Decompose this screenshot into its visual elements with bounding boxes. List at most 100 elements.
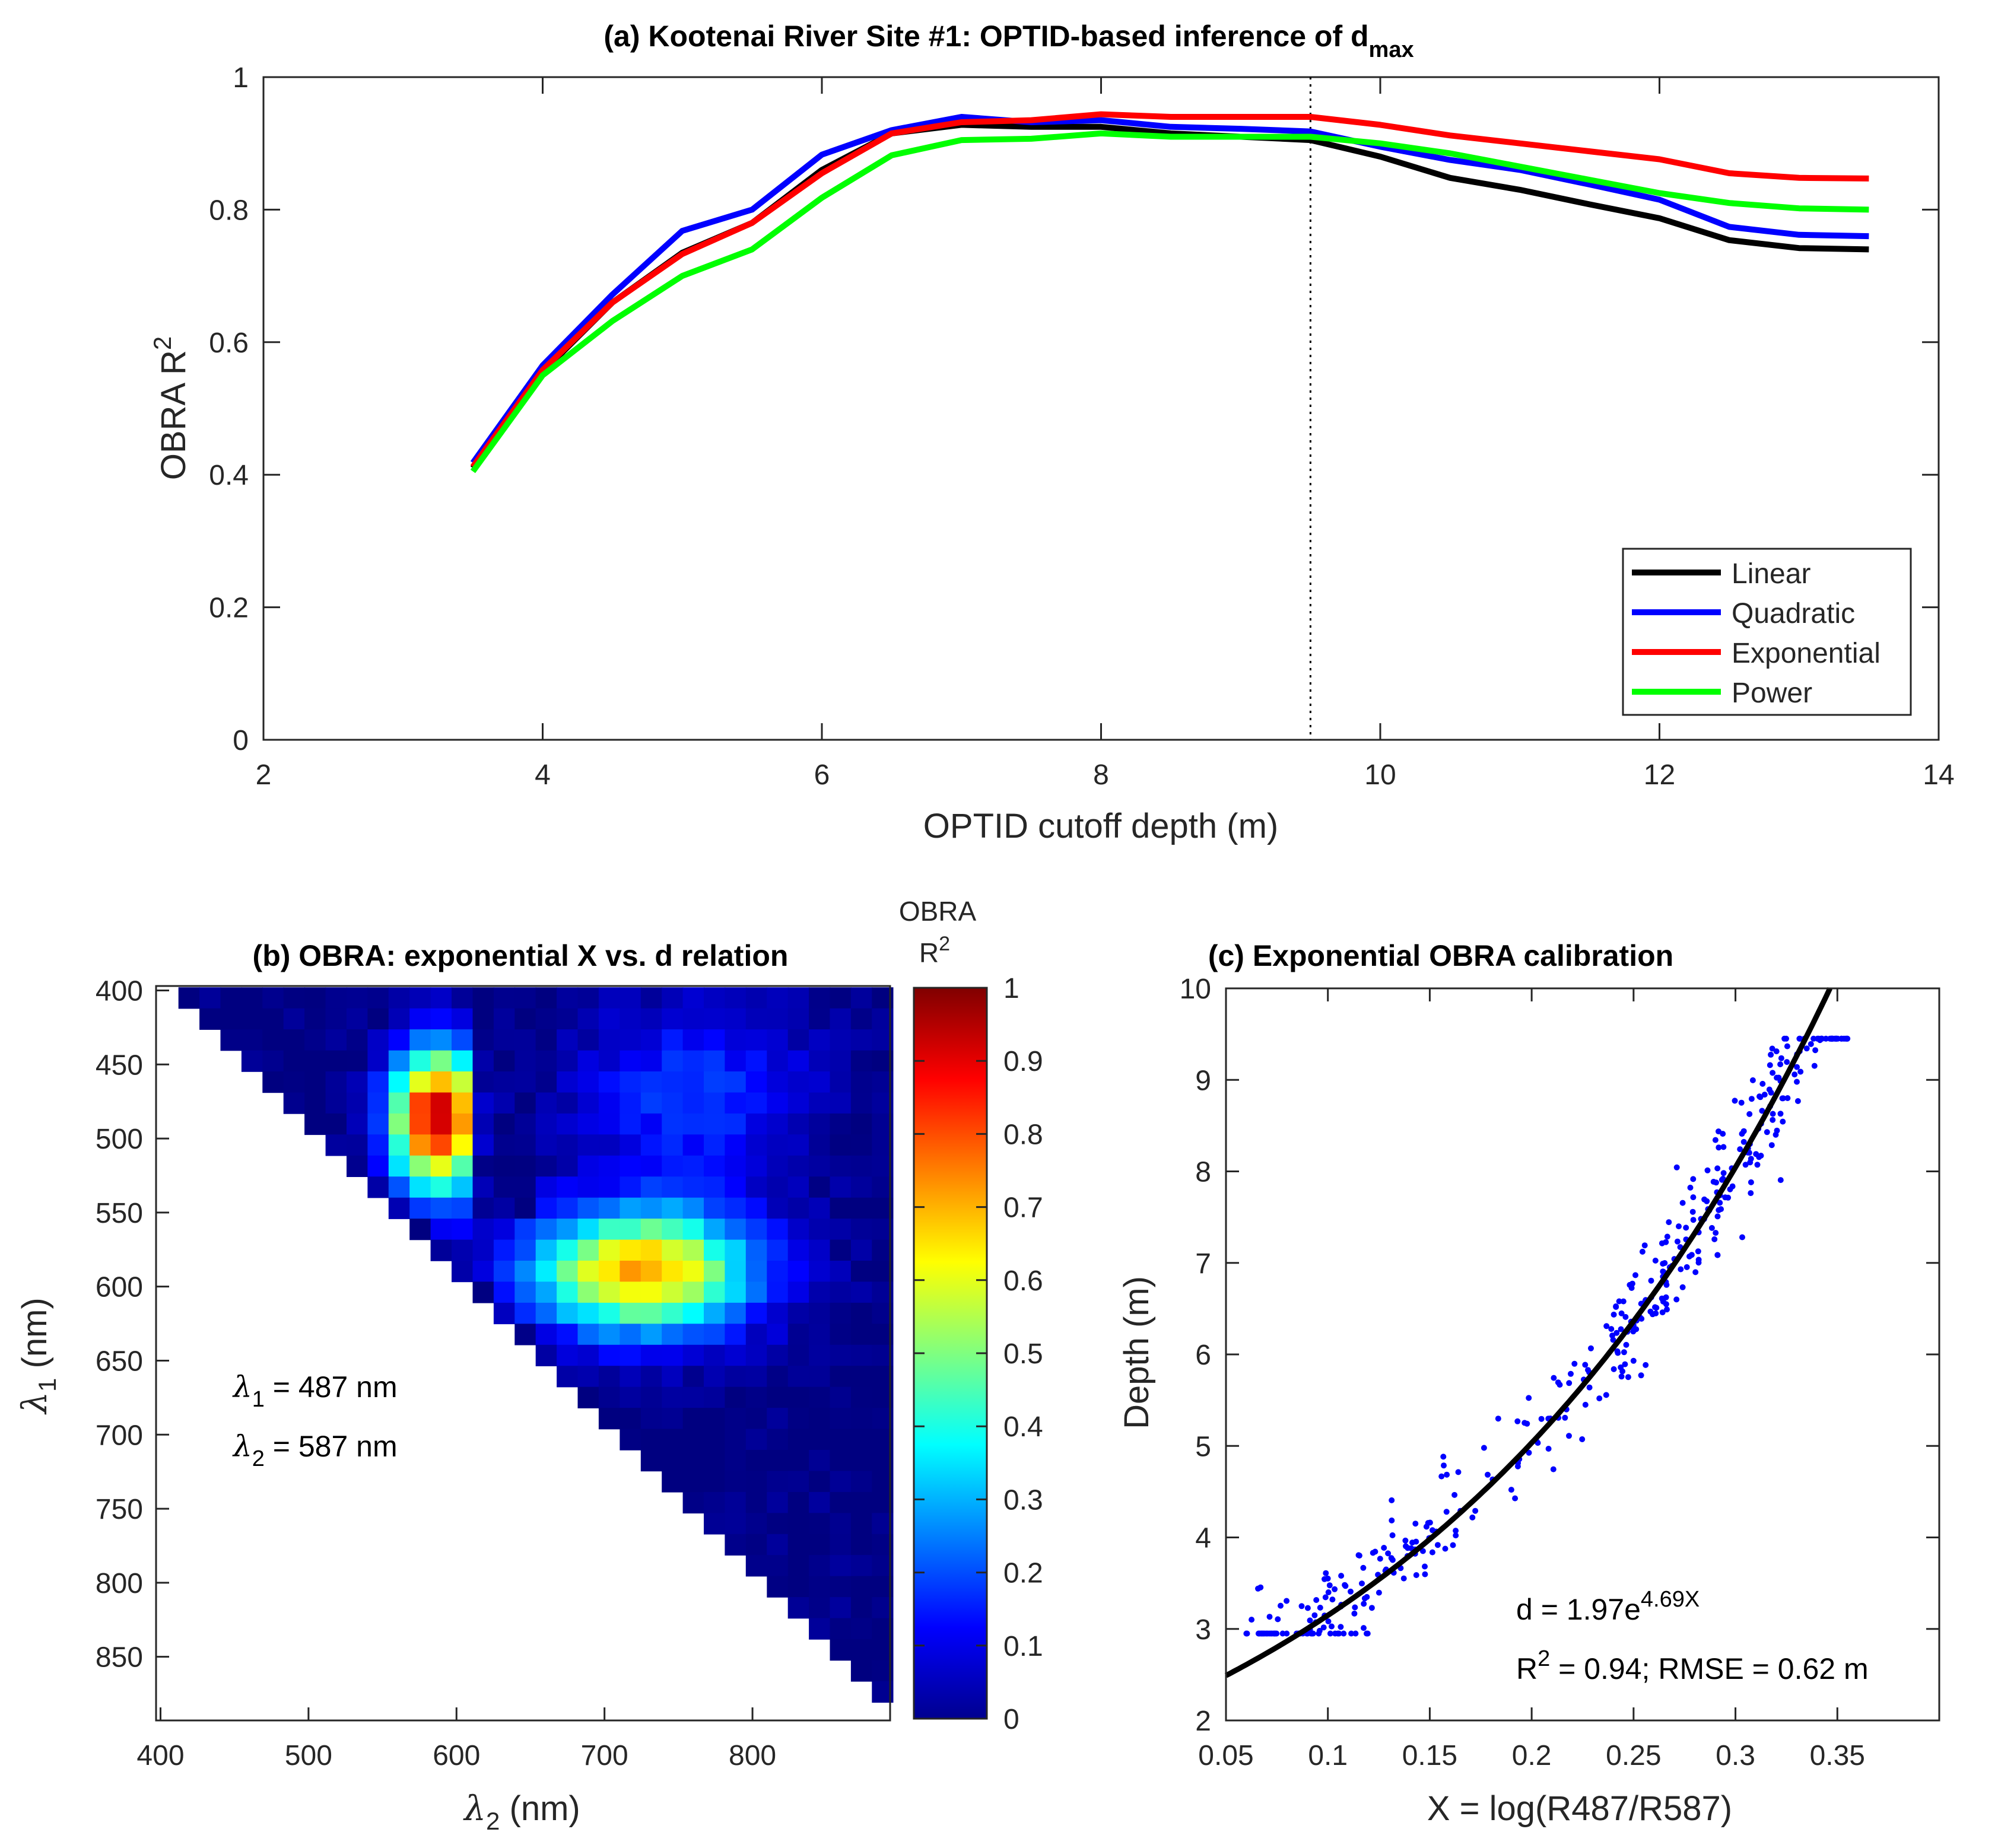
heatmap-cell — [640, 1155, 662, 1177]
heatmap-cell — [493, 1155, 516, 1177]
heatmap-cell — [262, 987, 284, 1009]
heatmap-cell — [577, 1261, 599, 1283]
scatter-point — [1566, 1380, 1573, 1386]
heatmap-cell — [809, 1239, 831, 1261]
heatmap-cell — [620, 1050, 641, 1072]
heatmap-cell — [514, 1092, 536, 1114]
heatmap-cell — [767, 1113, 789, 1135]
heatmap-cell — [472, 1050, 494, 1072]
panel-c-ylabel: Depth (m) — [1117, 1276, 1156, 1429]
heatmap-cell — [704, 1219, 726, 1241]
scatter-point — [1377, 1556, 1383, 1562]
scatter-point — [1381, 1545, 1387, 1551]
heatmap-cell — [850, 1450, 873, 1472]
heatmap-cell — [283, 1008, 305, 1030]
scatter-point — [1440, 1453, 1447, 1460]
scatter-point — [1355, 1552, 1362, 1558]
heatmap-cell — [809, 1071, 831, 1093]
heatmap-cell — [767, 1344, 789, 1366]
heatmap-cell — [347, 1008, 369, 1030]
scatter-point — [1512, 1495, 1519, 1502]
heatmap-cell — [767, 1534, 789, 1556]
scatter-point — [1632, 1272, 1638, 1278]
scatter-point — [1683, 1224, 1689, 1231]
heatmap-cell — [325, 1008, 347, 1030]
heatmap-cell — [704, 1113, 726, 1135]
heatmap-cell — [493, 1050, 516, 1072]
scatter-point — [1385, 1550, 1392, 1557]
heatmap-cell — [640, 1219, 662, 1241]
heatmap-cell — [535, 1239, 557, 1261]
heatmap-cell — [850, 1597, 873, 1619]
heatmap-cell — [830, 1071, 852, 1093]
heatmap-cell — [725, 1029, 747, 1051]
heatmap-cell — [620, 1219, 641, 1241]
scatter-point — [1562, 1414, 1568, 1421]
heatmap-cell — [283, 1071, 305, 1093]
heatmap-cell — [809, 1576, 831, 1598]
scatter-point — [1759, 1108, 1765, 1114]
panel-c-xtick-label: 0.15 — [1402, 1740, 1457, 1771]
heatmap-cell — [809, 1176, 831, 1198]
heatmap-cell — [493, 1302, 516, 1325]
scatter-point — [1351, 1610, 1358, 1617]
scatter-point — [1325, 1618, 1332, 1624]
scatter-point — [1443, 1509, 1450, 1515]
heatmap-cell — [682, 1450, 704, 1472]
heatmap-cell — [704, 1050, 726, 1072]
heatmap-cell — [493, 1219, 516, 1241]
heatmap-cell — [767, 1176, 789, 1198]
heatmap-cell — [787, 1429, 809, 1451]
heatmap-cell — [347, 1092, 369, 1114]
scatter-point — [1711, 1236, 1718, 1242]
heatmap-cell — [682, 1219, 704, 1241]
scatter-point — [1754, 1162, 1761, 1168]
heatmap-cell — [347, 1029, 369, 1051]
heatmap-cell — [809, 1261, 831, 1283]
heatmap-cell — [430, 1092, 452, 1114]
scatter-point — [1777, 1177, 1784, 1184]
heatmap-cell — [850, 1008, 873, 1030]
heatmap-cell — [830, 1113, 852, 1135]
scatter-point — [1613, 1304, 1619, 1310]
heatmap-cell — [809, 1197, 831, 1219]
heatmap-cell — [577, 1176, 599, 1198]
scatter-point — [1472, 1507, 1479, 1514]
heatmap-cell — [557, 1029, 579, 1051]
heatmap-cell — [388, 1176, 410, 1198]
heatmap-cell — [220, 987, 242, 1009]
heatmap-cell — [472, 1113, 494, 1135]
heatmap-cell — [725, 1534, 747, 1556]
heatmap-cell — [682, 1134, 704, 1156]
heatmap-cell — [704, 1429, 726, 1451]
heatmap-cell — [787, 1302, 809, 1325]
heatmap-cell — [850, 1491, 873, 1514]
heatmap-cell — [662, 1219, 684, 1241]
colorbar-tick-label: 0.1 — [1003, 1631, 1043, 1662]
scatter-point — [1298, 1603, 1305, 1610]
panel-c-ytick-label: 6 — [1195, 1340, 1211, 1371]
heatmap-cell — [493, 1092, 516, 1114]
heatmap-cell — [725, 1386, 747, 1408]
heatmap-cell — [409, 1134, 431, 1156]
heatmap-cell — [682, 1324, 704, 1346]
heatmap-cell — [557, 1050, 579, 1072]
heatmap-cell — [304, 987, 326, 1009]
panel-a-ytick-label: 0 — [233, 725, 249, 756]
heatmap-cell — [682, 1471, 704, 1493]
scatter-point — [1359, 1580, 1365, 1587]
panel-c-xtick-label: 0.1 — [1308, 1740, 1348, 1771]
heatmap-cell — [304, 1113, 326, 1135]
heatmap-cell — [830, 1261, 852, 1283]
scatter-point — [1262, 1630, 1268, 1637]
heatmap-cell — [662, 1155, 684, 1177]
heatmap-cell — [557, 1071, 579, 1093]
heatmap-cell — [577, 1239, 599, 1261]
scatter-point — [1545, 1446, 1552, 1452]
heatmap-cell — [620, 1134, 641, 1156]
scatter-point — [1514, 1418, 1521, 1424]
scatter-point — [1803, 1045, 1810, 1052]
heatmap-cell — [767, 1450, 789, 1472]
heatmap-cell — [830, 1408, 852, 1430]
scatter-point — [1364, 1630, 1371, 1637]
